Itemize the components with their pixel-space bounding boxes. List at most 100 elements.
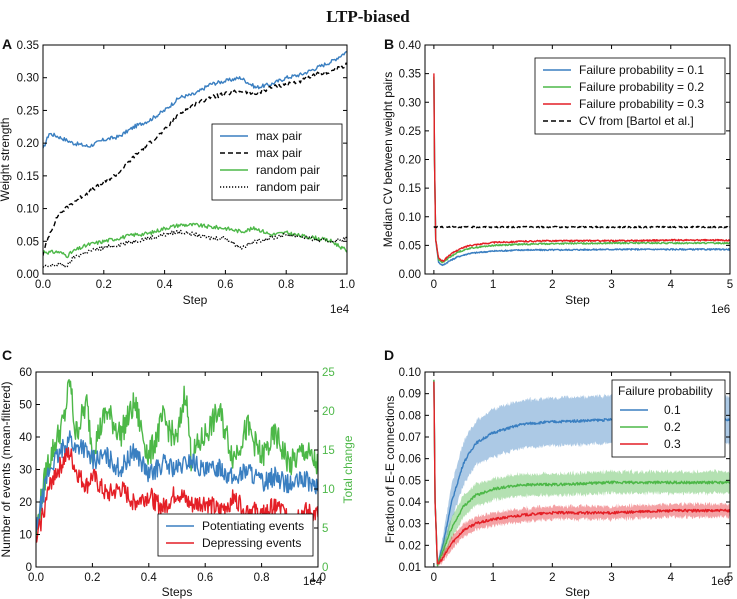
- y-tick-label: 0.10: [17, 204, 39, 216]
- band-0.3: [433, 382, 730, 566]
- y-tick-label: 0.04: [399, 497, 422, 509]
- x-tick-label: 3: [608, 279, 614, 291]
- x-tick-label: 1: [490, 279, 496, 291]
- x-tick-label: 0: [431, 572, 437, 584]
- y-tick-label: 0.15: [17, 171, 39, 183]
- series-line-cv-from-bartol-et-al-: [433, 225, 730, 229]
- x-tick-label: 0.4: [141, 572, 158, 584]
- y-tick-label: 0.10: [399, 367, 421, 379]
- legend: Potentiating events Depressing events: [157, 513, 314, 557]
- y-tick-label: 0.00: [399, 269, 421, 281]
- legend-label: 0.2: [664, 420, 681, 434]
- legend-label: Failure probability = 0.3: [579, 97, 704, 111]
- figure-title: LTP-biased: [326, 7, 410, 26]
- legend-label: Failure probability = 0.2: [579, 80, 704, 94]
- y-tick-label: 0.35: [399, 69, 421, 81]
- y2-ticks: 0 5 10 15 20 25: [314, 367, 335, 574]
- x-tick-label: 0.2: [96, 279, 112, 291]
- legend-label: Potentiating events: [202, 519, 304, 533]
- panel-d: D0 1 2 3 4 50.010.020.030.040.050.060.070.080…: [383, 347, 733, 599]
- panel-b: B0 1 2 3 4 50.000.050.100.150.200.250.300.350…: [381, 36, 733, 316]
- x-offset-label: 1e6: [711, 576, 730, 588]
- series-line-failure-probability-0-3: [433, 73, 730, 263]
- plot-area: [433, 73, 730, 267]
- series-line-0-2: [433, 379, 730, 567]
- y-tick-label: 0.20: [399, 155, 421, 167]
- y-tick-label: 0.40: [399, 40, 421, 52]
- y-tick-label: 0.05: [17, 236, 39, 248]
- x-tick-label: 2: [549, 279, 555, 291]
- series-line-potentiating-events: [36, 430, 318, 532]
- panel-label: D: [384, 347, 394, 363]
- x-offset-label: 1e4: [330, 304, 350, 316]
- y-tick-label: 0.06: [399, 454, 421, 466]
- y-tick-label: 0.01: [399, 562, 421, 574]
- y-tick-label: 30: [19, 465, 32, 477]
- legend-label: 0.3: [664, 437, 681, 451]
- y-axis-label: Fraction of E-E connections: [383, 396, 397, 543]
- panel-label: A: [2, 36, 12, 52]
- x-ticks: 0 1 2 3 4 5: [431, 45, 733, 291]
- x-offset-label: 1e4: [303, 576, 323, 588]
- panel-label: B: [384, 36, 394, 52]
- x-tick-label: 4: [668, 572, 675, 584]
- axes-frame: [424, 371, 731, 568]
- x-tick-label: 1: [490, 572, 496, 584]
- y2-tick-label: 5: [322, 523, 328, 535]
- axes-frame: [42, 44, 348, 275]
- legend-label: max pair: [256, 146, 302, 160]
- x-axis-label: Step: [565, 293, 590, 307]
- y-tick-label: 0.09: [399, 389, 421, 401]
- y-tick-label: 0.02: [399, 540, 421, 552]
- x-tick-label: 0.6: [217, 279, 233, 291]
- x-ticks: 0.0 0.2 0.4 0.6 0.8 1.0: [28, 372, 326, 584]
- legend-box: [157, 513, 314, 557]
- y-tick-label: 0.08: [399, 410, 421, 422]
- y-tick-label: 0.35: [17, 40, 39, 52]
- series-line-random-pair: [43, 229, 347, 268]
- y-axis-label: Median CV between weight pairs: [381, 72, 395, 247]
- legend-label: random pair: [256, 163, 320, 177]
- x-tick-label: 1.0: [339, 279, 355, 291]
- y-axis-label: Number of events (mean-filtered): [0, 381, 13, 557]
- y-tick-label: 0: [26, 562, 32, 574]
- x-tick-label: 5: [727, 279, 733, 291]
- y-ticks: 0.01 0.02 0.03 0.04 0.05 0.06 0.07 0.08 0.09 0.10: [399, 367, 730, 574]
- panel-c: C0.0 0.2 0.4 0.6 0.8 1.0010203040506005101520…: [0, 347, 355, 599]
- y-tick-label: 0.00: [17, 269, 39, 281]
- y2-axis-label: Total change: [341, 435, 355, 503]
- y2-tick-label: 10: [322, 484, 335, 496]
- y-ticks: 0.00 0.05 0.10 0.15 0.20 0.25 0.30 0.35 0.40: [399, 40, 730, 281]
- y-tick-label: 0.05: [399, 240, 421, 252]
- series-line-random-pair: [43, 222, 347, 259]
- y2-tick-label: 25: [322, 367, 335, 379]
- x-tick-label: 0.0: [28, 572, 44, 584]
- legend: max pair max pair random pair random pair: [211, 123, 343, 201]
- x-tick-label: 0.4: [157, 279, 174, 291]
- y-ticks: 0 10 20 30 40 50 60: [19, 367, 40, 574]
- y-tick-label: 10: [19, 530, 32, 542]
- x-offset-label: 1e6: [711, 304, 730, 316]
- x-tick-label: 0: [431, 279, 437, 291]
- legend-title: Failure probability: [618, 384, 713, 398]
- y-tick-label: 0.05: [399, 475, 421, 487]
- y-tick-label: 20: [19, 497, 32, 509]
- x-tick-label: 0.0: [35, 279, 51, 291]
- series-line-depressing-events: [36, 447, 318, 543]
- panel-a: A0.0 0.2 0.4 0.6 0.8 1.00.000.050.100.150.200…: [0, 36, 355, 316]
- legend-label: max pair: [256, 129, 302, 143]
- y-tick-label: 0.25: [399, 126, 421, 138]
- x-tick-label: 3: [608, 572, 614, 584]
- legend-label: 0.1: [664, 403, 681, 417]
- legend: Failure probability 0.1 0.2 0.3: [611, 379, 726, 458]
- series-line-total-change: [36, 379, 318, 540]
- x-tick-label: 0.6: [197, 572, 213, 584]
- y-tick-label: 0.03: [399, 519, 421, 531]
- y2-tick-label: 20: [322, 406, 335, 418]
- legend-label: Depressing events: [202, 536, 301, 550]
- series-line-max-pair: [43, 51, 347, 149]
- plot-area: [36, 379, 318, 543]
- y-tick-label: 50: [19, 400, 32, 412]
- x-tick-label: 1.0: [310, 572, 326, 584]
- plot-area: [43, 51, 347, 268]
